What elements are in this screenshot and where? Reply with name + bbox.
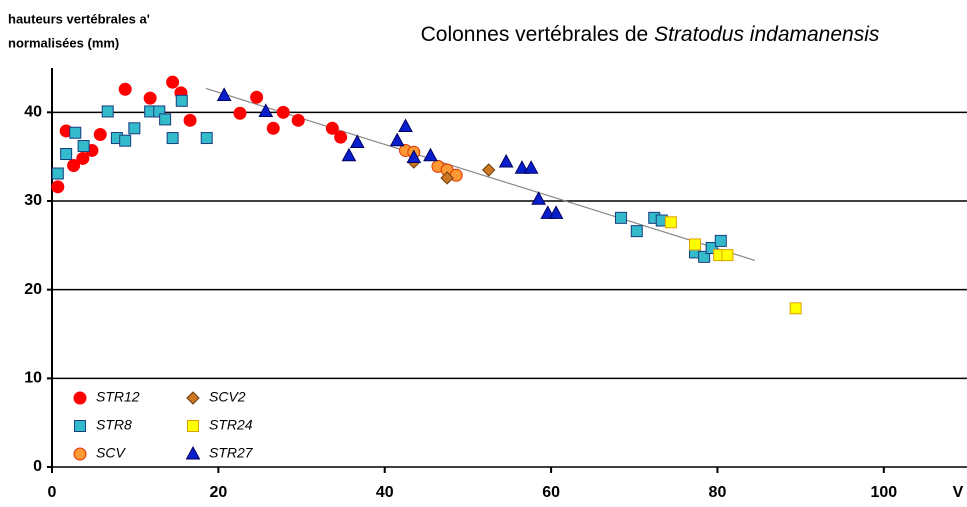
y-axis-label: normalisées (mm): [8, 35, 119, 50]
point: [630, 225, 643, 238]
point: [523, 160, 539, 174]
point: [60, 148, 73, 161]
point: [143, 91, 157, 105]
legend-marker: [73, 391, 87, 405]
x-tick-label: 20: [209, 484, 227, 501]
x-tick-label: 0: [48, 484, 57, 501]
point: [664, 216, 677, 229]
legend-label: STR12: [96, 389, 140, 405]
point: [398, 118, 413, 133]
legend-marker: [187, 420, 199, 432]
point: [334, 130, 348, 144]
point: [705, 241, 718, 254]
point: [423, 147, 438, 162]
legend-marker: [73, 447, 87, 461]
point: [250, 90, 264, 104]
y-tick-label: 0: [33, 458, 42, 475]
legend-marker: [185, 445, 201, 460]
legend-label: STR8: [96, 417, 132, 433]
point: [406, 149, 422, 164]
chart-title: Colonnes vertébrales de Stratodus indama…: [421, 23, 880, 46]
legend-label: STR27: [209, 445, 254, 461]
point: [216, 87, 232, 101]
point: [276, 105, 290, 119]
legend-marker: [74, 420, 86, 432]
point: [76, 151, 90, 165]
point: [118, 82, 132, 96]
title-part: Colonnes vertébrales de: [421, 23, 654, 46]
point: [721, 249, 734, 262]
point: [698, 250, 711, 263]
x-tick-label: 40: [376, 484, 394, 501]
point: [159, 113, 172, 126]
point: [77, 140, 90, 153]
point: [51, 167, 64, 180]
point: [101, 105, 114, 118]
point: [119, 134, 132, 147]
x-tick-label: 100: [870, 484, 897, 501]
y-axis-label: hauteurs vertébrales a': [8, 11, 150, 26]
y-tick-label: 20: [24, 281, 42, 298]
y-tick-label: 10: [24, 370, 42, 387]
point: [514, 160, 530, 174]
point: [688, 238, 701, 251]
point: [349, 134, 365, 148]
legend-label: SCV2: [209, 389, 246, 405]
point: [389, 132, 405, 147]
y-tick-label: 30: [24, 192, 42, 209]
point: [714, 234, 727, 247]
x-tick-label: 60: [542, 484, 560, 501]
point: [200, 132, 213, 145]
point: [69, 126, 82, 139]
y-tick-label: 40: [24, 104, 42, 121]
point: [341, 147, 357, 162]
point: [548, 205, 564, 219]
point: [166, 75, 180, 89]
point: [175, 94, 188, 107]
legend-label: STR24: [209, 417, 253, 433]
point: [498, 153, 514, 168]
point: [266, 121, 280, 135]
point: [531, 191, 546, 205]
point: [183, 113, 197, 127]
legend-label: SCV: [96, 445, 126, 461]
point: [51, 180, 65, 194]
point: [67, 159, 81, 173]
point: [481, 163, 496, 177]
point: [258, 103, 274, 117]
point: [789, 302, 802, 315]
title-part: Stratodus indamanensis: [654, 23, 880, 46]
point: [166, 132, 179, 145]
x-tick-label: 80: [709, 484, 727, 501]
point: [614, 211, 627, 224]
point: [233, 106, 247, 120]
legend-marker: [186, 391, 200, 405]
point: [325, 121, 339, 135]
point: [291, 113, 305, 127]
x-axis-label: V: [953, 484, 964, 501]
point: [93, 128, 107, 141]
point: [440, 171, 454, 185]
point: [128, 122, 141, 135]
